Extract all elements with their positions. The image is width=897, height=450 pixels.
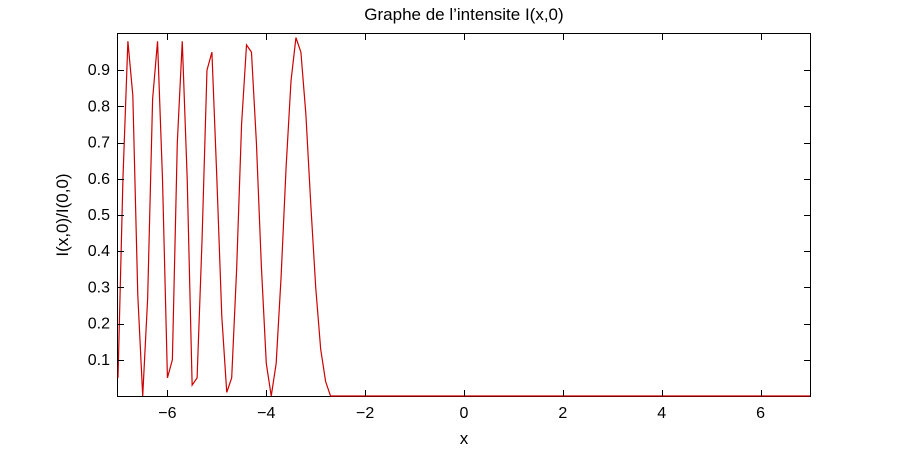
- y-tick-label: 0.8: [88, 98, 110, 115]
- y-axis-label: I(x,0)/I(0,0): [53, 173, 72, 256]
- y-tick-label: 0.1: [88, 352, 110, 369]
- x-tick-label: −2: [356, 405, 374, 422]
- y-tick-label: 0.6: [88, 171, 110, 188]
- x-tick-label: 4: [657, 405, 666, 422]
- y-tick-label: 0.2: [88, 316, 110, 333]
- plot-frame: [117, 33, 811, 397]
- x-axis-label: x: [460, 429, 469, 448]
- y-tick-label: 0.3: [88, 279, 110, 296]
- x-tick-label: 2: [558, 405, 567, 422]
- x-tick-label: 6: [756, 405, 765, 422]
- x-tick-label: −6: [158, 405, 176, 422]
- y-tick-label: 0.4: [88, 243, 110, 260]
- y-tick-label: 0.5: [88, 207, 110, 224]
- x-tick-label: 0: [460, 405, 469, 422]
- y-tick-label: 0.9: [88, 62, 110, 79]
- x-tick-label: −4: [257, 405, 275, 422]
- y-tick-label: 0.7: [88, 135, 110, 152]
- y-axis: 0.1 0.2 0.3 0.4 0.5 0.6 0.7 0.8 0.9: [88, 62, 810, 369]
- chart-title: Graphe de l’intensite I(x,0): [364, 5, 563, 24]
- x-axis: −6 −4 −2 0 2 4 6: [158, 34, 765, 422]
